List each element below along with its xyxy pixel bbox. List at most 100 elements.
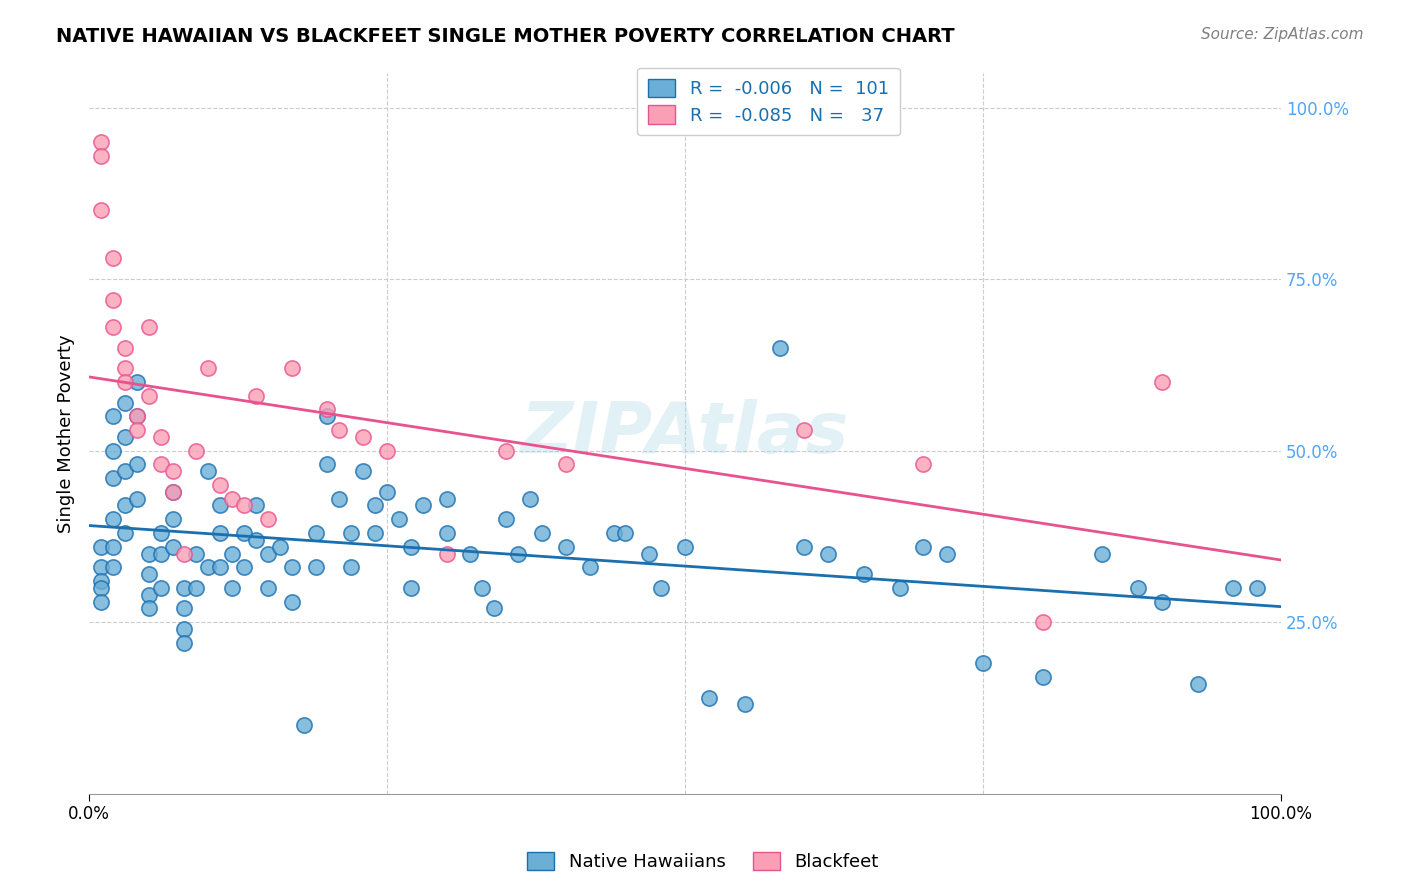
Point [90,203,112,218]
Point [352,464,374,478]
Point [101,560,124,574]
Point [125,409,148,424]
Point [554,540,576,554]
Point [138,320,160,334]
Point [197,361,219,376]
Point [221,547,243,561]
Point [114,395,136,409]
Point [149,581,172,595]
Point [471,581,494,595]
Point [90,574,112,588]
Point [793,423,815,437]
Point [1150,594,1173,608]
Point [304,560,326,574]
Y-axis label: Single Mother Poverty: Single Mother Poverty [58,334,75,533]
Point [316,458,339,472]
Point [495,512,517,526]
Point [375,443,398,458]
Point [673,540,696,554]
Point [114,341,136,355]
Point [114,375,136,389]
Point [364,499,387,513]
Point [186,581,208,595]
Point [638,547,661,561]
Point [852,567,875,582]
Point [186,443,208,458]
Point [162,512,184,526]
Point [101,540,124,554]
Point [209,560,232,574]
Point [114,430,136,444]
Point [1032,615,1054,629]
Point [209,478,232,492]
Point [197,560,219,574]
Point [697,690,720,705]
Point [399,581,422,595]
Point [399,540,422,554]
Point [162,484,184,499]
Point [197,464,219,478]
Point [114,361,136,376]
Point [173,636,195,650]
Point [364,525,387,540]
Point [245,389,267,403]
Point [257,547,280,561]
Point [114,464,136,478]
Point [90,540,112,554]
Point [149,458,172,472]
Point [388,512,411,526]
Point [125,458,148,472]
Point [173,581,195,595]
Point [125,375,148,389]
Point [221,491,243,506]
Point [245,499,267,513]
Point [936,547,959,561]
Legend: R =  -0.006   N =  101, R =  -0.085   N =   37: R = -0.006 N = 101, R = -0.085 N = 37 [637,68,900,136]
Point [1150,375,1173,389]
Point [186,547,208,561]
Point [90,594,112,608]
Point [269,540,291,554]
Text: ZIPAtlas: ZIPAtlas [520,399,849,468]
Point [614,525,637,540]
Point [352,430,374,444]
Point [412,499,434,513]
Point [508,547,530,561]
Point [1091,547,1114,561]
Point [90,560,112,574]
Point [233,499,256,513]
Point [173,622,195,636]
Point [530,525,553,540]
Point [125,423,148,437]
Point [90,581,112,595]
Point [149,430,172,444]
Point [221,581,243,595]
Point [138,601,160,615]
Point [149,547,172,561]
Point [484,601,506,615]
Point [769,341,792,355]
Point [316,409,339,424]
Legend: Native Hawaiians, Blackfeet: Native Hawaiians, Blackfeet [520,845,886,879]
Point [436,491,458,506]
Point [328,491,350,506]
Point [650,581,672,595]
Point [138,389,160,403]
Point [340,525,363,540]
Point [114,499,136,513]
Point [162,540,184,554]
Point [304,525,326,540]
Point [1126,581,1149,595]
Point [101,293,124,307]
Point [889,581,911,595]
Point [125,409,148,424]
Point [1222,581,1244,595]
Point [138,547,160,561]
Point [734,698,756,712]
Point [101,443,124,458]
Point [793,540,815,554]
Point [817,547,839,561]
Point [316,402,339,417]
Point [1187,677,1209,691]
Point [495,443,517,458]
